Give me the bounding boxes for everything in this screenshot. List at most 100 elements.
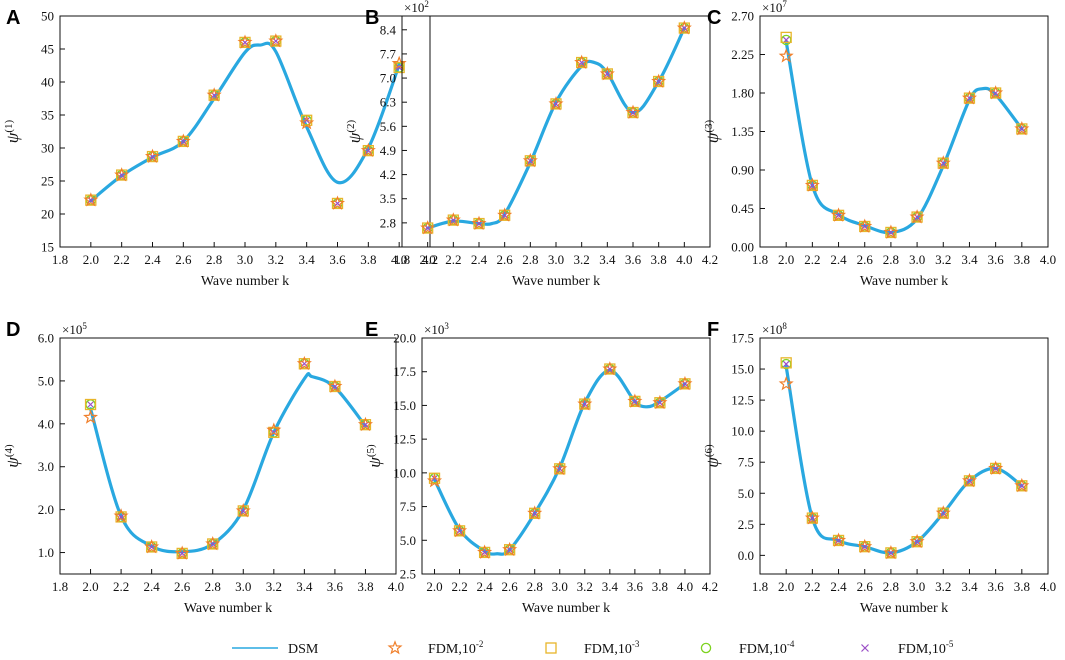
panel-a-fdm2-point xyxy=(144,148,161,163)
panel-e-ytick-label: 12.5 xyxy=(393,432,416,447)
panel-d-ylabel-sup: (4) xyxy=(3,444,15,457)
panel-c-fdm2-point xyxy=(804,177,820,192)
panel-c-frame xyxy=(759,15,1049,248)
panel-c-ylabel-base: ψ xyxy=(703,132,722,143)
panel-e-xtick-label: 2.6 xyxy=(502,579,519,594)
panel-b-xtick-label: 2.0 xyxy=(420,252,436,267)
panel-b-scale-label: ×102 xyxy=(404,0,429,15)
panel-d-xtick-label: 1.8 xyxy=(52,579,68,594)
panel-d-ytick-label: 4.0 xyxy=(38,416,54,431)
panel-d-letter: D xyxy=(6,319,20,341)
legend-item-fdm4: FDM,10-4 xyxy=(700,639,795,657)
panel-e-scale-exp: 3 xyxy=(444,321,449,331)
panel-a-ytick-label: 20 xyxy=(41,207,54,222)
panel-c-xtick-label: 2.4 xyxy=(830,252,847,267)
panel-b-scale-base: ×10 xyxy=(404,0,424,15)
panel-f-xtick-label: 2.2 xyxy=(804,579,820,594)
panel-b-xtick-label: 4.2 xyxy=(702,252,718,267)
panel-f: F ×108 1.8 2.0 2.2 2.4 2.6 2.8 3.0 3.2 3.4 3.6 3.8 4.… xyxy=(703,319,1056,616)
legend-label-dsm: DSM xyxy=(288,642,319,657)
legend-item-fdm2: FDM,10-2 xyxy=(387,639,483,657)
panel-d-scale-base: ×10 xyxy=(62,322,82,337)
panel-c-ytick-label: 0.00 xyxy=(731,240,754,255)
panel-a-xtick-label: 3.6 xyxy=(329,252,346,267)
legend-marker-fdm2 xyxy=(387,640,403,655)
panel-f-frame xyxy=(759,337,1049,575)
panel-c-dsm-line xyxy=(784,40,1024,235)
panel-f-xtick-label: 3.6 xyxy=(988,579,1005,594)
panel-a-xtick-label: 1.8 xyxy=(52,252,68,267)
panel-c-scale-label: ×107 xyxy=(762,0,787,15)
panel-e-fdm5-point xyxy=(430,474,439,483)
panel-e-xtick-label: 3.6 xyxy=(627,579,644,594)
panel-a-ylabel-base: ψ xyxy=(3,132,22,143)
panel-c-xtick-label: 2.8 xyxy=(883,252,899,267)
legend-label-fdm4: FDM,10-4 xyxy=(739,639,795,657)
panel-f-fdm2-point xyxy=(831,532,847,547)
panel-d-xtick-label: 2.6 xyxy=(174,579,191,594)
panel-b-fdm2-point xyxy=(625,104,641,119)
panel-b-xtick-label: 3.8 xyxy=(651,252,667,267)
panel-e-fdm3-series xyxy=(428,363,691,559)
legend-label-text-fdm4: FDM,10 xyxy=(739,642,787,657)
panel-e-xtick-label: 2.2 xyxy=(451,579,467,594)
panel-e-xtick-label: 2.8 xyxy=(527,579,543,594)
panel-d-xtick-label: 2.2 xyxy=(113,579,129,594)
panel-f-fdm5-point xyxy=(782,360,791,369)
panel-d-ytick-label: 6.0 xyxy=(38,331,54,346)
panel-d-fdm3-point xyxy=(268,426,280,439)
panel-d-fdm2-point xyxy=(235,503,251,518)
legend-label-text-dsm: DSM xyxy=(288,642,319,657)
panel-a-ytick-label: 35 xyxy=(41,108,54,123)
panel-e-fdm2-point xyxy=(577,396,593,411)
legend-label-exp-fdm5: -5 xyxy=(946,639,954,649)
panel-d-xtick-label: 2.8 xyxy=(205,579,221,594)
panel-c-xtick-label: 2.6 xyxy=(857,252,874,267)
panel-b-xtick-label: 2.8 xyxy=(522,252,538,267)
panel-e-fdm2-point xyxy=(527,505,543,520)
panel-c-fdm2-point xyxy=(831,207,847,222)
panel-a-ytick-label: 25 xyxy=(41,174,54,189)
panel-c-xtick-label: 3.0 xyxy=(909,252,925,267)
legend-marker-fdm3 xyxy=(545,642,557,654)
panel-c-xtick-label: 3.4 xyxy=(961,252,978,267)
panel-f-fdm2-point xyxy=(883,544,899,560)
panel-b-ytick-label: 4.2 xyxy=(380,167,396,182)
panel-d-xtick-label: 3.6 xyxy=(327,579,344,594)
panel-f-fdm2-point xyxy=(804,510,820,525)
panel-b-ytick-label: 8.4 xyxy=(380,22,397,37)
panel-b-fdm2-point xyxy=(471,215,487,230)
panel-d-fdm2-point xyxy=(266,422,282,437)
panel-e-fdm2-point xyxy=(502,541,518,557)
panel-a-letter: A xyxy=(6,7,20,29)
panel-c-fdm4-series xyxy=(780,34,1028,238)
panel-f-ytick-label: 15.0 xyxy=(731,362,754,377)
panel-a-fdm2-point xyxy=(237,34,253,49)
panel-c-xtick-label: 3.6 xyxy=(988,252,1005,267)
panel-a-ytick-label: 40 xyxy=(41,75,54,90)
panel-b-ytick-label: 5.6 xyxy=(380,119,397,134)
panel-b-xtick-label: 3.6 xyxy=(625,252,642,267)
panel-e-scale-base: ×10 xyxy=(424,322,444,337)
panel-c: C ×107 1.8 2.0 2.2 2.4 2.6 2.8 3.0 3.2 3.4 3.6 3.8 4.… xyxy=(703,0,1056,289)
panel-c-ylabel: ψ(3) xyxy=(703,119,722,143)
panel-f-ytick-label: 0.0 xyxy=(738,548,754,563)
legend-label-text-fdm5: FDM,10 xyxy=(898,642,946,657)
panel-a-fdm2-point xyxy=(206,87,222,102)
panel-d-fdm2-point xyxy=(113,508,129,523)
legend-item-fdm3: FDM,10-3 xyxy=(545,639,640,657)
panel-a: A 1.8 2.0 2.2 2.4 2.6 2.8 3.0 3.2 3.4 3.6 3.8 4.0 4.2… xyxy=(3,7,438,289)
panel-e-ytick-label: 5.0 xyxy=(400,533,416,548)
panel-a-ytick-label: 15 xyxy=(41,240,54,255)
panel-c-ytick-label: 1.80 xyxy=(731,86,754,101)
panel-f-scale-base: ×10 xyxy=(762,322,782,337)
panel-f-xtick-label: 2.6 xyxy=(857,579,874,594)
panel-b-xtick-label: 3.2 xyxy=(574,252,590,267)
panel-a-fdm3-point xyxy=(393,61,405,74)
panel-d-fdm2-point xyxy=(83,409,99,424)
panel-e-ytick-label: 20.0 xyxy=(393,331,416,346)
panel-c-fdm2-point xyxy=(935,155,951,170)
panel-e-ylabel: ψ(5) xyxy=(365,444,384,468)
panel-a-fdm2-point xyxy=(360,142,376,158)
panel-d-frame xyxy=(59,337,397,575)
